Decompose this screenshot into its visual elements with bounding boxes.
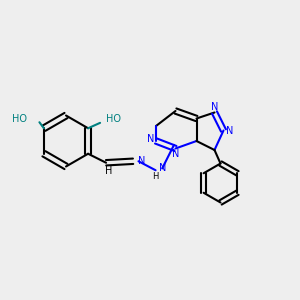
Text: HO: HO bbox=[12, 114, 27, 124]
Text: H: H bbox=[105, 166, 113, 176]
Text: N: N bbox=[226, 125, 234, 136]
Text: HO: HO bbox=[106, 114, 121, 124]
Text: N: N bbox=[172, 149, 179, 159]
Text: N: N bbox=[159, 164, 167, 173]
Text: N: N bbox=[138, 156, 145, 166]
Text: N: N bbox=[147, 134, 154, 145]
Text: H: H bbox=[152, 172, 159, 181]
Text: N: N bbox=[212, 102, 219, 112]
